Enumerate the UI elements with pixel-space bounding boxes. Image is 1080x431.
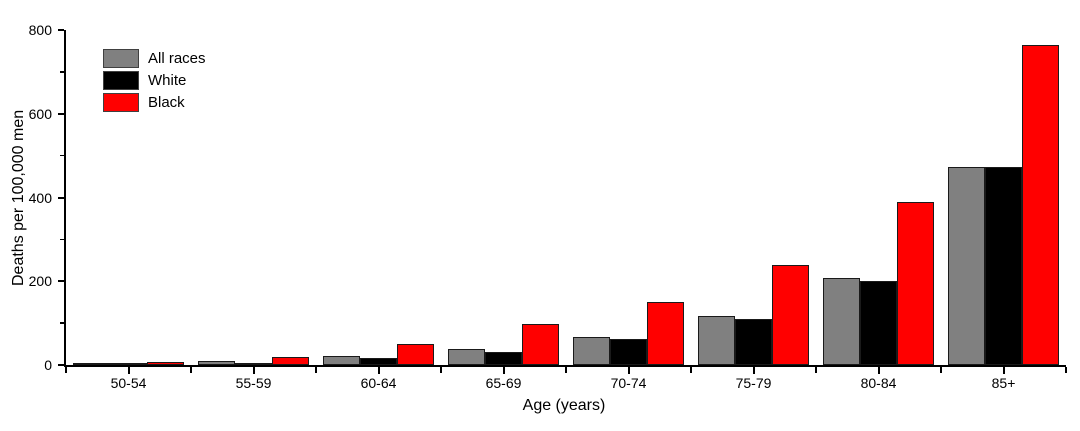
x-axis-boundary-tick (690, 367, 692, 373)
bar-black-65-69 (522, 324, 559, 365)
x-axis-boundary-tick (315, 367, 317, 373)
bar-black-70-74 (647, 302, 684, 365)
bar-white-75-79 (735, 318, 772, 365)
x-axis-boundary-tick (440, 367, 442, 373)
bar-white-85+ (985, 166, 1022, 365)
bar-black-85+ (1022, 44, 1059, 365)
x-axis-tick-label: 50-54 (110, 375, 147, 391)
x-axis-major-tick (252, 367, 255, 374)
x-axis-tick-label: 60-64 (360, 375, 397, 391)
y-axis-minor-tick (60, 71, 64, 73)
bar-black-50-54 (147, 361, 184, 365)
x-axis-major-tick (502, 367, 505, 374)
legend-label: Black (148, 93, 185, 111)
y-axis-major-tick (58, 196, 64, 199)
x-axis-boundary-tick (815, 367, 817, 373)
plot-area: 0 200 400 600 800 50-54 55-59 60-64 65-69 70-74 75… (29, 22, 1067, 391)
x-axis-tick-label: 80-84 (860, 375, 897, 391)
bar-white-70-74 (610, 339, 647, 365)
bar-all-races-75-79 (698, 316, 735, 365)
bar-white-80-84 (860, 280, 897, 365)
bar-black-60-64 (397, 344, 434, 365)
x-axis-title: Age (years) (522, 397, 606, 414)
y-axis-tick-label: 600 (28, 105, 52, 122)
bar-all-races-55-59 (198, 361, 235, 365)
legend-swatch-black (103, 92, 139, 112)
legend-item-black: Black (103, 92, 206, 112)
bar-all-races-60-64 (323, 356, 360, 365)
x-axis-boundary-tick (65, 367, 67, 373)
x-axis-tick-label: 75-79 (735, 375, 772, 391)
y-axis-minor-tick (60, 238, 64, 241)
bar-white-55-59 (235, 362, 272, 365)
legend-swatch-all-races (103, 48, 139, 68)
x-axis-boundary-tick (190, 367, 192, 373)
bar-all-races-70-74 (573, 336, 610, 365)
x-axis-major-tick (752, 367, 755, 374)
y-axis-tick-label: 200 (28, 273, 52, 290)
legend-item-white: White (103, 70, 206, 90)
bar-all-races-85+ (948, 166, 985, 365)
legend-label: All races (148, 49, 206, 67)
legend-label: White (148, 71, 187, 89)
legend-item-all-races: All races (103, 48, 206, 68)
bar-white-65-69 (485, 351, 522, 365)
y-axis-tick-label: 800 (28, 22, 52, 38)
x-axis-major-tick (627, 367, 630, 374)
y-axis-major-tick (58, 364, 64, 366)
bar-white-60-64 (360, 358, 397, 365)
x-axis-boundary-tick (1065, 367, 1067, 373)
x-axis-tick-label: 70-74 (610, 375, 647, 391)
bar-black-55-59 (272, 356, 309, 365)
x-axis-boundary-tick (940, 367, 942, 373)
bar-black-80-84 (897, 202, 934, 365)
y-axis-minor-tick (60, 154, 64, 157)
legend-swatch-white (103, 70, 139, 90)
x-axis-boundary-tick (565, 367, 567, 373)
y-axis-major-tick (58, 280, 64, 283)
x-axis-major-tick (127, 367, 130, 374)
x-axis-major-tick (1002, 367, 1005, 374)
bar-black-75-79 (772, 264, 809, 365)
bar-all-races-80-84 (823, 277, 860, 365)
x-axis-major-tick (877, 367, 880, 374)
bar-all-races-50-54 (73, 363, 110, 365)
y-axis-minor-tick (60, 322, 64, 324)
bar-all-races-65-69 (448, 348, 485, 365)
x-axis-tick-label: 85+ (991, 375, 1016, 391)
x-axis-major-tick (377, 367, 380, 374)
x-axis-tick-label: 55-59 (235, 375, 272, 391)
y-axis-tick-label: 400 (28, 189, 52, 206)
x-axis-tick-label: 65-69 (485, 375, 522, 391)
legend: All races White Black (103, 48, 206, 114)
bar-white-50-54 (110, 363, 147, 365)
y-axis-major-tick (58, 112, 64, 115)
y-axis-major-tick (58, 29, 64, 31)
y-axis-tick-label: 0 (44, 357, 52, 373)
